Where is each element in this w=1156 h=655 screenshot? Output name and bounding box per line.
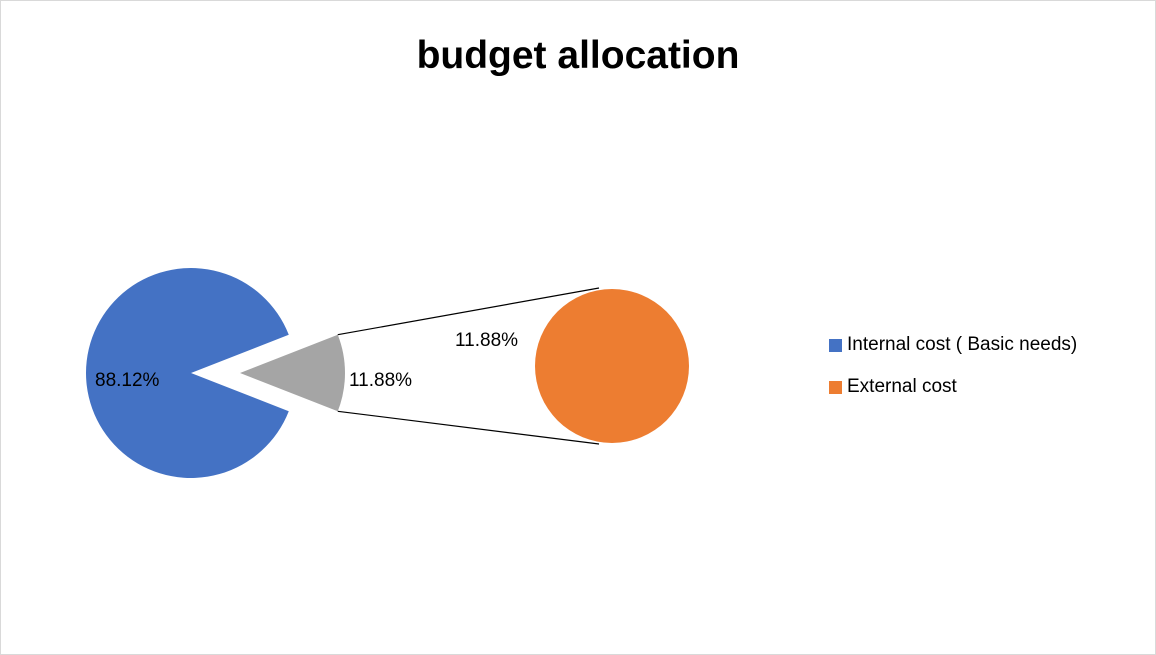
- connector-line-top: [337, 287, 600, 336]
- pie-slice-internal-cost: [86, 268, 289, 478]
- legend-item-external-cost: External cost: [829, 374, 1077, 400]
- connector-line-bottom: [337, 410, 600, 445]
- data-label-other: 11.88%: [349, 370, 412, 391]
- legend-item-internal-cost: Internal cost ( Basic needs): [829, 332, 1077, 358]
- legend-label-external-cost: External cost: [847, 376, 957, 397]
- legend: Internal cost ( Basic needs) External co…: [829, 332, 1077, 416]
- data-label-external-cost: 11.88%: [455, 330, 518, 351]
- data-label-internal-cost: 88.12%: [95, 370, 160, 391]
- secondary-pie-slice-external-cost: [535, 289, 689, 443]
- legend-label-internal-cost: Internal cost ( Basic needs): [847, 334, 1078, 355]
- legend-swatch-internal-cost: [829, 338, 842, 352]
- legend-swatch-external-cost: [829, 380, 842, 394]
- chart-title: budget allocation: [416, 34, 740, 77]
- pie-slice-other: [240, 334, 345, 412]
